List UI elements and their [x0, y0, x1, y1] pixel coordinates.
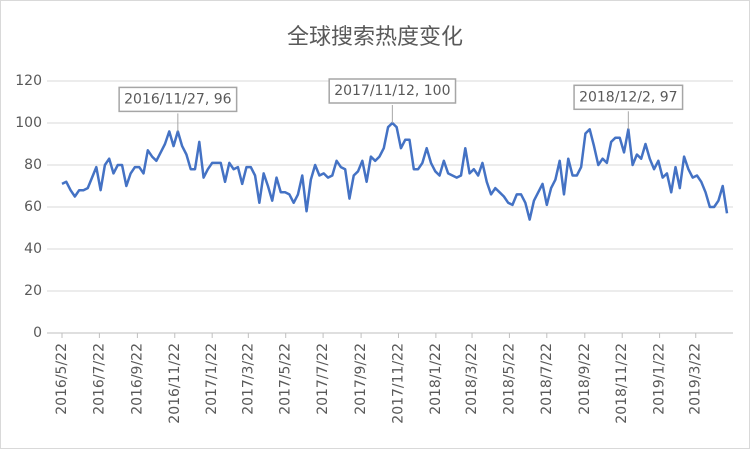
- annotation-box: [118, 86, 238, 113]
- y-tick-label: 80: [24, 157, 42, 173]
- annotation-box: [328, 78, 457, 104]
- x-tick-label: 2017/3/22: [240, 343, 256, 415]
- x-tick-label: 2016/7/22: [91, 343, 107, 415]
- x-tick-label: 2018/3/22: [464, 343, 480, 415]
- x-tick-label: 2017/7/22: [315, 343, 331, 415]
- annotation-label: 2018/12/2, 97: [579, 89, 678, 105]
- chart-title: 全球搜索热度变化: [287, 25, 463, 50]
- annotation-label: 2017/11/12, 100: [334, 83, 450, 99]
- x-tick-label: 2019/1/22: [652, 343, 668, 415]
- x-tick-label: 2017/1/22: [204, 343, 220, 415]
- x-tick-label: 2017/11/22: [390, 343, 406, 424]
- x-tick-label: 2017/5/22: [278, 343, 294, 415]
- annotation-label: 2016/11/27, 96: [124, 91, 231, 107]
- y-tick-label: 100: [15, 115, 42, 131]
- x-tick-label: 2016/5/22: [54, 343, 70, 415]
- y-tick-label: 120: [15, 73, 42, 89]
- annotation-box: [573, 84, 684, 111]
- x-tick-label: 2018/7/22: [539, 343, 555, 415]
- x-tick-label: 2018/11/22: [614, 343, 630, 424]
- x-tick-label: 2017/9/22: [353, 343, 369, 415]
- x-tick-label: 2019/3/22: [688, 343, 704, 415]
- y-tick-label: 40: [24, 241, 42, 257]
- line-series: [61, 121, 729, 221]
- x-tick-label: 2016/9/22: [129, 343, 145, 415]
- y-tick-label: 60: [24, 199, 42, 215]
- x-tick-label: 2018/9/22: [577, 343, 593, 415]
- y-tick-label: 20: [24, 283, 42, 299]
- x-tick-label: 2016/11/22: [167, 343, 183, 424]
- x-tick-label: 2018/5/22: [501, 343, 517, 415]
- y-tick-label: 0: [33, 325, 42, 341]
- x-tick-label: 2018/1/22: [428, 343, 444, 415]
